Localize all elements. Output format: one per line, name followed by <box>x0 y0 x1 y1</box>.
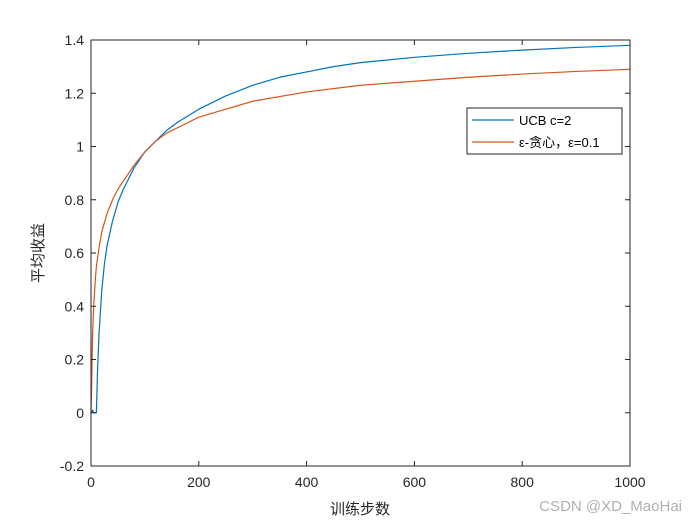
x-tick-label: 400 <box>295 474 319 490</box>
legend-label-epsilon-greedy: ε-贪心，ε=0.1 <box>519 135 600 150</box>
series-line-epsilon-greedy <box>90 68 631 413</box>
y-tick-label: 0 <box>76 405 84 421</box>
x-tick-label: 800 <box>511 474 535 490</box>
y-tick-label: 0.8 <box>65 192 85 208</box>
plot-area <box>91 40 630 466</box>
series-layer <box>90 44 631 414</box>
x-axis-label: 训练步数 <box>330 500 390 518</box>
y-tick-label: 0.4 <box>65 298 85 314</box>
y-axis-label: 平均收益 <box>29 223 47 283</box>
y-tick-label: -0.2 <box>60 458 84 474</box>
y-tick-label: 1.4 <box>65 32 85 48</box>
legend-label-ucb: UCB c=2 <box>519 113 571 128</box>
y-tick-label: 0.6 <box>65 245 85 261</box>
y-axis-ticks: -0.2 0 0.2 0.4 0.6 0.8 1 1.2 1.4 <box>60 32 630 474</box>
x-tick-label: 200 <box>187 474 211 490</box>
y-tick-label: 1.2 <box>65 85 85 101</box>
series-line-ucb <box>90 44 631 414</box>
legend[interactable]: UCB c=2 ε-贪心，ε=0.1 <box>466 107 623 155</box>
x-axis-ticks: 0 200 400 600 800 1000 <box>87 40 646 490</box>
x-tick-label: 0 <box>87 474 95 490</box>
x-tick-label: 1000 <box>614 474 645 490</box>
legend-box <box>466 107 623 155</box>
y-tick-label: 0.2 <box>65 352 85 368</box>
y-tick-label: 1 <box>76 139 84 155</box>
x-tick-label: 600 <box>403 474 427 490</box>
watermark-text: CSDN @XD_MaoHai <box>539 498 682 515</box>
